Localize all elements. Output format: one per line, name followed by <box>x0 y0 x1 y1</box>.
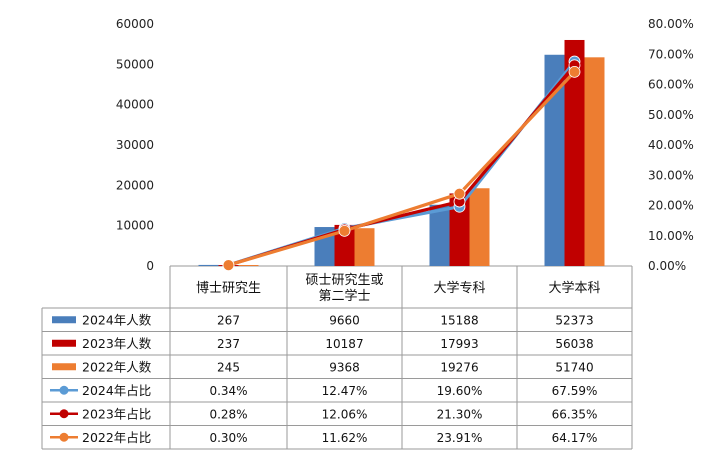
table-cell: 56038 <box>555 337 593 351</box>
table-cell: 52373 <box>555 313 593 327</box>
bar-2023年人数-硕士研究生或第二学士 <box>334 224 355 266</box>
y-right-tick-label: 10.00% <box>648 229 694 243</box>
category-label: 博士研究生 <box>196 281 261 296</box>
table-cell: 15188 <box>440 313 478 327</box>
y-right-tick-label: 40.00% <box>648 138 694 152</box>
table-cell: 12.06% <box>322 407 368 421</box>
bar-2024年人数-大学专科 <box>429 204 450 266</box>
y-right-tick-label: 0.00% <box>648 259 686 273</box>
legend-label: 2023年占比 <box>82 406 151 421</box>
legend-key-marker-2022年占比 <box>59 432 69 442</box>
table-cell: 17993 <box>440 337 478 351</box>
category-label: 第二学士 <box>318 288 370 304</box>
category-label: 硕士研究生或 <box>305 273 383 288</box>
table-cell: 66.35% <box>552 407 598 421</box>
category-label: 大学专科 <box>433 280 485 296</box>
legend-key-2022年人数 <box>52 363 76 371</box>
table-cell: 237 <box>217 337 240 351</box>
line-series-group <box>222 55 581 272</box>
bar-2022年人数-大学本科 <box>584 57 605 266</box>
table-cell: 10187 <box>325 337 363 351</box>
y-left-tick-label: 10000 <box>116 219 154 233</box>
table-cell: 19.60% <box>437 384 483 398</box>
table-cell: 0.34% <box>209 384 247 398</box>
table-cell: 11.62% <box>322 431 368 445</box>
table-cell: 267 <box>217 313 240 327</box>
legend-label: 2022年占比 <box>82 430 151 445</box>
legend-label: 2023年人数 <box>82 336 152 351</box>
y-right-tick-label: 60.00% <box>648 78 694 92</box>
table-cell: 9368 <box>329 360 360 374</box>
bar-2022年人数-大学专科 <box>469 188 490 266</box>
bar-2024年人数-大学本科 <box>544 54 565 266</box>
y-right-tick-label: 50.00% <box>648 108 694 122</box>
legend-key-2023年人数 <box>52 339 76 347</box>
table-cell: 21.30% <box>437 407 483 421</box>
legend-key-marker-2023年占比 <box>59 409 69 419</box>
line-2024年占比 <box>228 60 576 267</box>
category-label: 大学本科 <box>548 280 600 296</box>
y-right-tick-label: 30.00% <box>648 168 694 182</box>
y-right-tick-label: 80.00% <box>648 17 694 31</box>
table-cell: 245 <box>217 360 240 374</box>
legend-label: 2022年人数 <box>82 359 152 374</box>
legend-label: 2024年占比 <box>82 383 151 398</box>
point-2022年占比-大学本科 <box>568 65 581 78</box>
y-left-tick-label: 40000 <box>116 98 154 112</box>
table-cell: 9660 <box>329 313 360 327</box>
y-left-tick-label: 60000 <box>116 17 154 31</box>
table-cell: 64.17% <box>552 431 598 445</box>
point-2022年占比-博士研究生 <box>222 259 235 271</box>
point-2022年占比-硕士研究生或第二学士 <box>338 224 351 237</box>
bar-2022年人数-博士研究生 <box>238 265 259 266</box>
bar-2024年人数-博士研究生 <box>198 264 219 266</box>
y-right-tick-label: 20.00% <box>648 199 694 213</box>
y-left-tick-label: 30000 <box>116 138 154 152</box>
table-cell: 51740 <box>555 360 593 374</box>
line-2023年占比 <box>228 64 576 267</box>
table-cell: 0.30% <box>209 431 247 445</box>
table-cell: 0.28% <box>209 407 247 421</box>
y-left-tick-label: 50000 <box>116 57 154 71</box>
table-cell: 12.47% <box>322 384 368 398</box>
bar-2023年人数-大学本科 <box>564 39 585 266</box>
table-cell: 23.91% <box>437 431 483 445</box>
bar-2023年人数-大学专科 <box>449 193 470 266</box>
y-right-tick-label: 70.00% <box>648 47 694 61</box>
line-2022年占比 <box>228 70 576 267</box>
table-cell: 67.59% <box>552 384 598 398</box>
legend-key-2024年人数 <box>52 316 76 324</box>
table-grid <box>41 265 633 450</box>
point-2022年占比-大学专科 <box>453 187 466 200</box>
legend-label: 2024年人数 <box>82 312 152 327</box>
legend-key-marker-2024年占比 <box>59 385 69 395</box>
bar-series-group <box>198 39 605 266</box>
y-left-tick-label: 20000 <box>116 178 154 192</box>
axes: 0 10000 20000 30000 40000 50000 60000 0.00% 10.0… <box>116 17 694 273</box>
table-cell: 19276 <box>440 360 478 374</box>
y-left-tick-label: 0 <box>146 259 154 273</box>
bar-2022年人数-硕士研究生或第二学士 <box>354 228 375 266</box>
